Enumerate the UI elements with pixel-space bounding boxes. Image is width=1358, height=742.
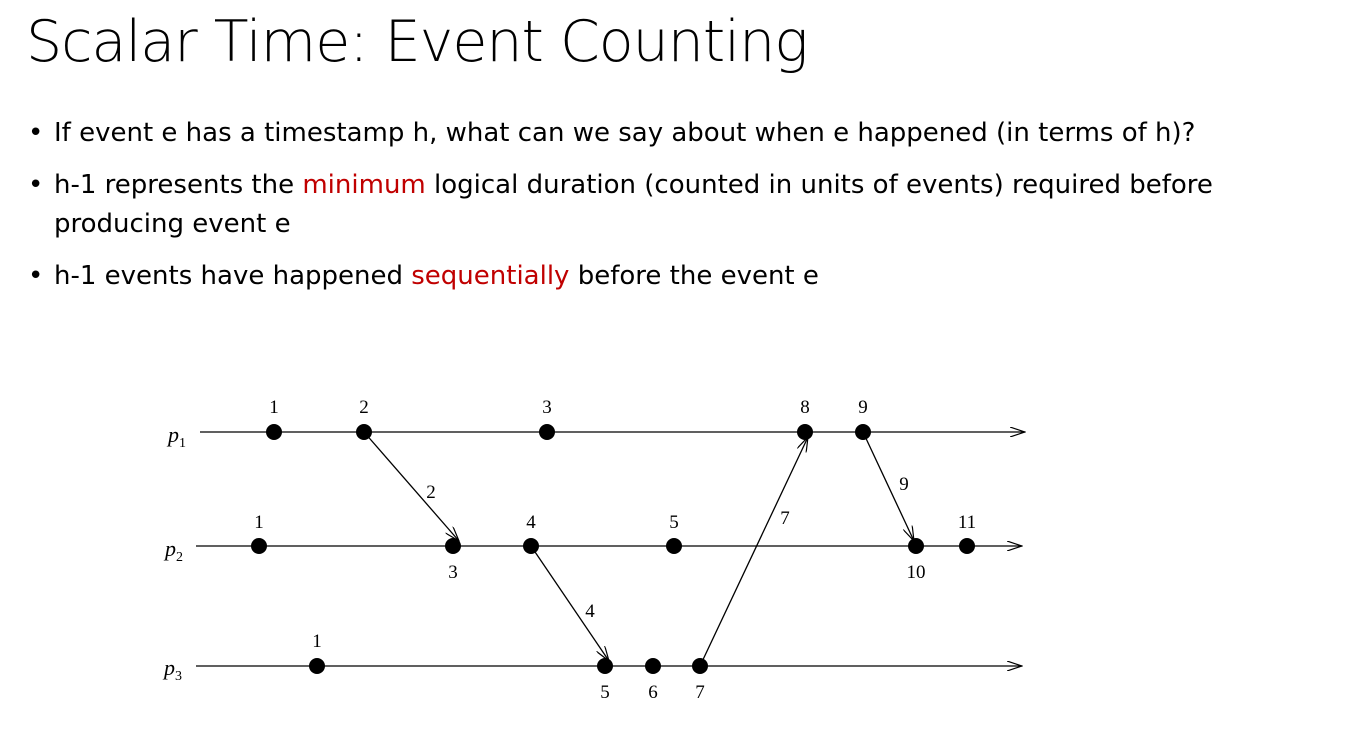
bullet-text: h-1 represents the: [54, 170, 303, 200]
highlighted-term: minimum: [302, 170, 426, 200]
event-timestamp: 4: [526, 512, 536, 533]
event-timestamp: 7: [695, 682, 705, 703]
event-timestamp: 1: [254, 512, 264, 533]
event-timestamp: 3: [542, 397, 552, 418]
event-dot: [266, 424, 282, 440]
event-timestamp: 8: [800, 397, 810, 418]
event-dot: [251, 538, 267, 554]
event-dot: [309, 658, 325, 674]
event-timestamp: 3: [448, 562, 458, 583]
event-dot: [445, 538, 461, 554]
bullet-text-continued: before the event e: [569, 261, 819, 291]
message-arrow: [862, 431, 914, 541]
event-timestamp: 1: [312, 631, 322, 652]
highlighted-term: sequentially: [411, 261, 570, 291]
event-timestamp: 2: [359, 397, 369, 418]
slide-title: Scalar Time: Event Counting: [26, 9, 808, 75]
event-dot: [356, 424, 372, 440]
bullet-item: h-1 represents the minimum logical durat…: [26, 166, 1336, 244]
message-label: 2: [426, 482, 436, 503]
process-label-p1: p1: [166, 422, 186, 451]
bullet-text: If event e has a timestamp h, what can w…: [54, 118, 1196, 148]
event-dot: [908, 538, 924, 554]
message-arrow: [699, 437, 808, 667]
event-timestamp: 5: [600, 682, 610, 703]
message-arrow: [363, 431, 459, 541]
bullet-list: If event e has a timestamp h, what can w…: [26, 114, 1336, 309]
event-dot: [645, 658, 661, 674]
message-label: 4: [585, 601, 595, 622]
event-dot: [666, 538, 682, 554]
event-timestamp: 9: [858, 397, 868, 418]
event-dot: [539, 424, 555, 440]
process-label-p3: p3: [162, 655, 182, 684]
event-timestamp: 10: [907, 562, 926, 583]
event-timestamp: 1: [269, 397, 279, 418]
event-dot: [597, 658, 613, 674]
event-timestamp: 5: [669, 512, 679, 533]
bullet-item: If event e has a timestamp h, what can w…: [26, 114, 1336, 153]
event-timestamp: 11: [958, 512, 976, 533]
event-dot: [523, 538, 539, 554]
event-dot: [692, 658, 708, 674]
bullet-item: h-1 events have happened sequentially be…: [26, 257, 1336, 296]
event-dot: [855, 424, 871, 440]
bullet-text-continued: logical duration (counted in units of ev…: [54, 170, 1213, 239]
process-label-p2: p2: [163, 536, 183, 565]
message-label: 9: [899, 474, 909, 495]
event-timestamp: 6: [648, 682, 658, 703]
bullet-text: h-1 events have happened: [54, 261, 412, 291]
message-arrow: [530, 545, 609, 661]
message-label: 7: [780, 508, 790, 529]
event-dot: [797, 424, 813, 440]
event-dot: [959, 538, 975, 554]
